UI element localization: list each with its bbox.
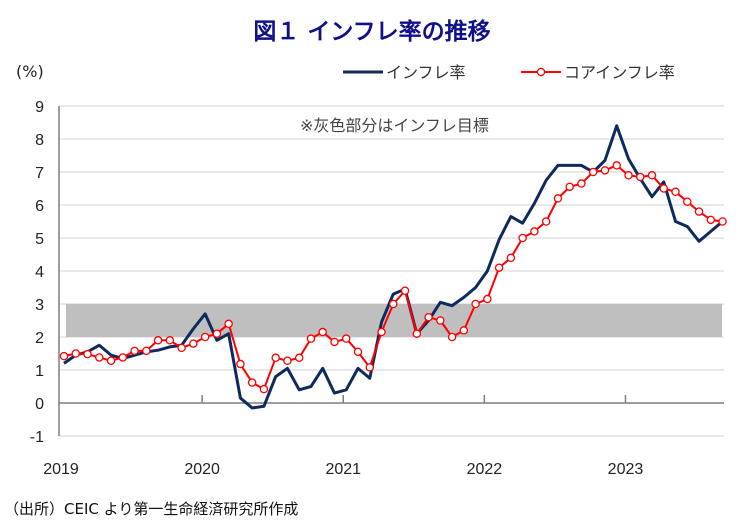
y-axis-unit-label: (%) (16, 62, 44, 81)
core-inflation-point (447, 332, 457, 342)
x-tick-label: 2021 (325, 461, 361, 478)
core-inflation-point (142, 346, 151, 356)
x-tick-label: 2022 (467, 461, 503, 478)
core-inflation-point (706, 215, 716, 225)
core-inflation-point (365, 363, 375, 372)
core-inflation-point (436, 316, 445, 325)
core-inflation-point (189, 339, 198, 348)
core-inflation-point (565, 182, 574, 192)
core-inflation-point (694, 207, 704, 216)
y-tick-label: 5 (35, 231, 44, 248)
core-inflation-point (647, 171, 657, 180)
core-inflation-point (718, 217, 727, 226)
core-inflation-point (283, 356, 292, 366)
core-inflation-point (541, 217, 551, 226)
core-inflation-point (95, 353, 104, 362)
y-tick-label: 4 (35, 264, 44, 281)
core-inflation-point (506, 253, 516, 263)
core-inflation-point (165, 336, 175, 345)
core-inflation-point (271, 353, 280, 363)
inflation-target-band (66, 304, 722, 337)
legend-label-inflation: インフレ率 (386, 63, 466, 82)
core-inflation-point (471, 299, 480, 309)
source-note: （出所）CEIC より第一生命経済研究所作成 (4, 500, 299, 518)
core-inflation-point (306, 334, 316, 343)
core-inflation-point (483, 294, 492, 304)
y-tick-label: 9 (35, 99, 44, 116)
y-tick-label: 2 (35, 330, 44, 347)
y-tick-label: 6 (35, 198, 44, 215)
core-inflation-point (494, 263, 504, 272)
core-inflation-point (530, 227, 539, 236)
core-inflation-point (459, 326, 469, 335)
core-inflation-point (106, 356, 116, 366)
core-inflation-point (353, 347, 363, 357)
core-inflation-point (236, 359, 245, 369)
y-tick-label: 1 (35, 363, 44, 380)
chart-title: 図１ インフレ率の推移 (253, 19, 491, 45)
core-inflation-point (389, 299, 398, 309)
core-inflation-point (71, 349, 81, 358)
core-inflation-point (683, 197, 692, 206)
core-inflation-point (553, 194, 563, 203)
core-inflation-point (400, 286, 410, 296)
core-inflation-point (330, 337, 339, 347)
core-inflation-point (635, 172, 645, 182)
core-inflation-point (177, 343, 186, 353)
core-inflation-point (612, 161, 621, 170)
core-inflation-point (412, 329, 422, 338)
core-inflation-point (294, 353, 304, 363)
core-inflation-point (671, 187, 680, 197)
y-tick-label: 8 (35, 132, 44, 149)
core-inflation-point (377, 327, 386, 337)
series-line-core-inflation (63, 164, 723, 391)
core-inflation-point (212, 329, 222, 338)
x-tick-label: 2023 (608, 461, 644, 478)
core-inflation-point (83, 349, 92, 359)
core-inflation-point (624, 171, 633, 180)
core-inflation-point (588, 167, 598, 177)
x-tick-label: 2019 (43, 461, 79, 478)
legend-label-core-inflation: コアインフレ率 (564, 63, 675, 82)
core-inflation-point (577, 179, 586, 188)
core-inflation-point (153, 336, 163, 345)
core-inflation-point (130, 346, 139, 356)
core-inflation-point (224, 319, 233, 329)
core-inflation-point (200, 332, 210, 342)
core-inflation-point (118, 353, 128, 362)
target-band-annotation: ※灰色部分はインフレ目標 (300, 116, 489, 135)
core-inflation-point (600, 166, 610, 175)
core-inflation-point (518, 233, 527, 243)
y-tick-label: 7 (35, 165, 44, 182)
legend-marker-core-inflation (536, 67, 546, 77)
y-tick-label: 3 (35, 297, 44, 314)
core-inflation-point (259, 384, 269, 394)
y-tick-label: -1 (30, 429, 44, 446)
core-inflation-point (59, 351, 69, 361)
core-inflation-point (318, 327, 327, 337)
y-tick-label: 0 (35, 396, 44, 413)
series-line-inflation (63, 124, 724, 410)
core-inflation-point (659, 184, 669, 193)
x-tick-label: 2020 (184, 461, 220, 478)
core-inflation-point (424, 312, 433, 322)
core-inflation-point (341, 334, 351, 343)
core-inflation-point (247, 378, 257, 387)
